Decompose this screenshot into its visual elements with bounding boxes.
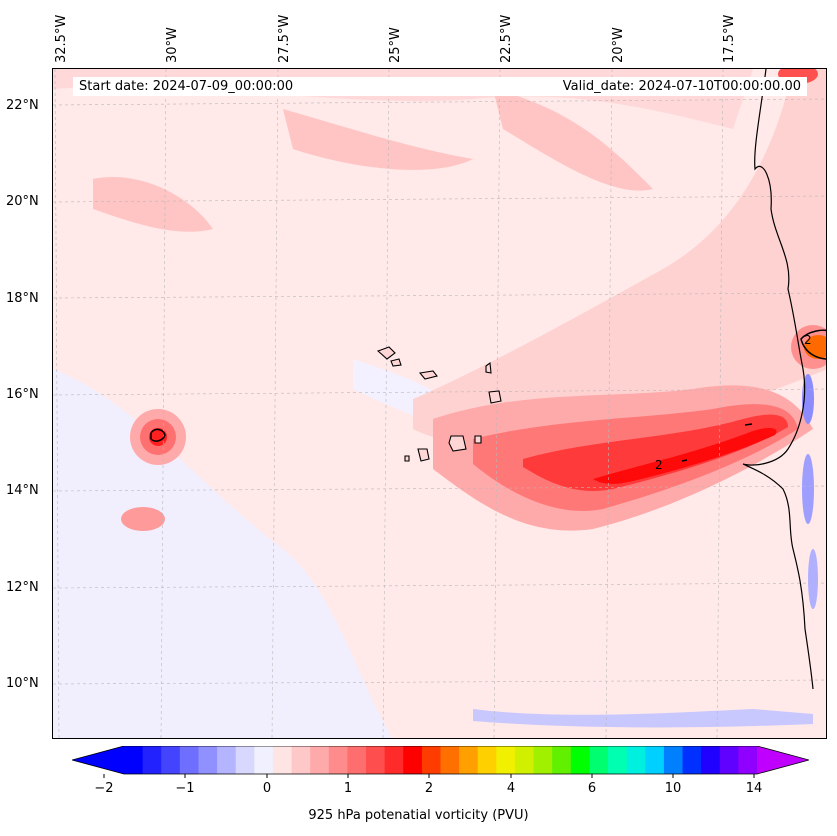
colorbar-swatch bbox=[626, 746, 646, 774]
colorbar-swatch bbox=[161, 746, 181, 774]
low-pv-region-sw bbox=[53, 369, 392, 738]
colorbar-tick-label: 4 bbox=[506, 781, 516, 796]
neg-pv-strip-3 bbox=[808, 549, 818, 609]
lon-label-17-5w: 17.5°W bbox=[722, 14, 737, 63]
pv-streak-inner bbox=[523, 414, 788, 491]
streak-contour-mark-1 bbox=[681, 459, 688, 462]
colorbar-over-arrow bbox=[757, 746, 809, 774]
colorbar-swatch bbox=[514, 746, 535, 774]
colorbar-under-arrow bbox=[72, 746, 124, 774]
colorbar-swatch bbox=[347, 746, 367, 774]
colorbar-tick-label: −2 bbox=[94, 781, 114, 796]
colorbar-swatch bbox=[533, 746, 553, 774]
colorbar-swatch bbox=[719, 746, 739, 774]
colorbar-outline bbox=[72, 746, 809, 775]
colorbar-swatch bbox=[198, 746, 218, 774]
colorbar-swatch bbox=[328, 746, 348, 774]
contour-label-streak: 2 bbox=[655, 458, 663, 472]
lon-label-27-5w: 27.5°W bbox=[277, 14, 292, 63]
colorbar-tick-label: 2 bbox=[424, 781, 434, 796]
colorbar-swatch bbox=[366, 746, 386, 774]
colorbar-swatch bbox=[235, 746, 255, 774]
pink-patches-n bbox=[283, 109, 473, 170]
colorbar-tick-label: 14 bbox=[745, 781, 763, 796]
colorbar-swatch bbox=[142, 746, 162, 774]
colorbar-swatch bbox=[179, 746, 199, 774]
cape-verde-islands bbox=[376, 346, 502, 462]
pv-spot-southwest bbox=[121, 507, 165, 531]
contour-label-coast: 2 bbox=[804, 333, 812, 347]
colorbar-tick-label: 1 bbox=[343, 781, 353, 796]
colorbar-swatch bbox=[124, 746, 144, 774]
colorbar-swatch bbox=[663, 746, 684, 774]
lat-label-20n: 20°N bbox=[6, 194, 39, 209]
date-info-bar: Start date: 2024-07-09_00:00:00 Valid_da… bbox=[73, 77, 807, 96]
lon-label-30w: 30°W bbox=[165, 27, 180, 63]
colorbar-swatch bbox=[570, 746, 590, 774]
map-panel: 2 2 Start date: 2024-07-09_00:00:00 Vali… bbox=[52, 68, 827, 739]
lon-label-25w: 25°W bbox=[388, 27, 403, 63]
coastal-cape-contour bbox=[800, 329, 826, 360]
pv-field-map: 2 2 bbox=[53, 69, 826, 738]
pink-patches-nw bbox=[93, 177, 213, 232]
colorbar-swatch bbox=[645, 746, 665, 774]
colorbar-swatch bbox=[552, 746, 572, 774]
colorbar-swatch bbox=[701, 746, 721, 774]
lon-label-22-5w: 22.5°W bbox=[499, 14, 514, 63]
graticule bbox=[53, 69, 826, 738]
pink-plume-center bbox=[413, 69, 826, 446]
colorbar-swatch bbox=[477, 746, 497, 774]
colorbar-swatch bbox=[254, 746, 274, 774]
colorbar-swatch bbox=[310, 746, 330, 774]
colorbar-swatch bbox=[608, 746, 628, 774]
colorbar-swatch bbox=[459, 746, 479, 774]
lon-label-32-5w: 32.5°W bbox=[54, 14, 69, 63]
colorbar-swatch bbox=[403, 746, 423, 774]
colorbar-tick-label: −1 bbox=[175, 781, 195, 796]
colorbar-swatch bbox=[384, 746, 404, 774]
lat-label-16n: 16°N bbox=[6, 387, 39, 402]
african-coastline bbox=[742, 69, 814, 690]
streak-contour-mark-2 bbox=[744, 423, 753, 426]
lon-label-20w: 20°W bbox=[611, 27, 626, 63]
start-date-text: Start date: 2024-07-09_00:00:00 bbox=[79, 79, 294, 94]
neg-pv-strip-2 bbox=[802, 454, 814, 524]
colorbar-swatch bbox=[738, 746, 758, 774]
colorbar-swatch bbox=[440, 746, 460, 774]
colorbar-swatch bbox=[421, 746, 441, 774]
colorbar-swatch bbox=[291, 746, 311, 774]
colorbar-swatch bbox=[217, 746, 237, 774]
lat-label-10n: 10°N bbox=[6, 676, 39, 691]
west-spot-contour bbox=[150, 428, 166, 442]
neg-pv-strip-south bbox=[473, 709, 813, 728]
colorbar-tick-label: 0 bbox=[262, 781, 272, 796]
valid-date-text: Valid_date: 2024-07-10T00:00:00.00 bbox=[562, 79, 801, 94]
colorbar-tick-label: 6 bbox=[587, 781, 597, 796]
colorbar-title: 925 hPa potenatial vorticity (PVU) bbox=[308, 808, 529, 823]
pv-streak-core bbox=[593, 427, 777, 484]
colorbar-swatch bbox=[496, 746, 516, 774]
colorbar-tick-label: 10 bbox=[664, 781, 682, 796]
colorbar-swatch bbox=[682, 746, 702, 774]
lat-label-12n: 12°N bbox=[6, 580, 39, 595]
colorbar bbox=[72, 746, 809, 778]
lat-label-18n: 18°N bbox=[6, 291, 39, 306]
colorbar-swatch bbox=[272, 746, 293, 774]
lat-label-22n: 22°N bbox=[6, 98, 39, 113]
pink-patches-ne bbox=[493, 89, 653, 191]
lat-label-14n: 14°N bbox=[6, 483, 39, 498]
colorbar-swatch bbox=[589, 746, 609, 774]
pv-spot-west-core bbox=[149, 428, 167, 446]
